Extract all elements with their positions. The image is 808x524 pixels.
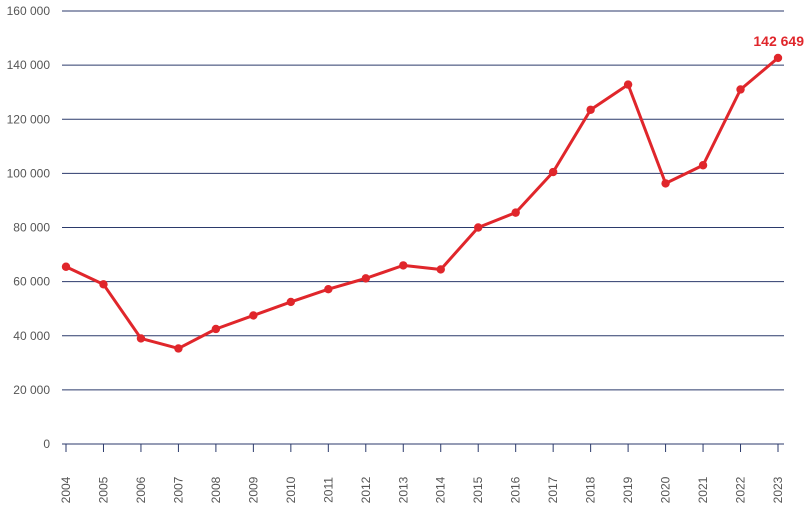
y-tick-label: 140 000 — [7, 58, 51, 72]
y-tick-label: 160 000 — [7, 4, 51, 18]
x-tick-label: 2004 — [59, 476, 73, 503]
y-tick-label: 20 000 — [13, 383, 50, 397]
y-tick-label: 40 000 — [13, 329, 50, 343]
data-point-2009 — [249, 311, 258, 320]
x-tick-label: 2016 — [509, 476, 523, 503]
x-tick-label: 2017 — [546, 476, 560, 503]
x-tick-label: 2013 — [396, 476, 410, 503]
data-point-2020 — [661, 179, 670, 188]
data-points — [61, 53, 783, 353]
data-point-2010 — [286, 297, 296, 307]
x-tick-label: 2009 — [246, 476, 260, 503]
data-point-2015 — [474, 223, 483, 232]
x-tick-label: 2008 — [209, 476, 223, 503]
y-axis-ticks: 0 20 000 40 000 60 000 80 000 100 000 120 000 1… — [7, 4, 51, 451]
y-tick-label: 120 000 — [7, 112, 51, 126]
data-point-2023 — [773, 53, 783, 63]
data-point-2019 — [623, 80, 633, 89]
x-tick-label: 2021 — [696, 476, 710, 503]
x-tick-label: 2015 — [471, 476, 485, 503]
x-tick-label: 2005 — [96, 476, 110, 503]
x-tick-label: 2022 — [734, 476, 748, 503]
series-line — [64, 56, 780, 350]
x-tick-label: 2014 — [434, 476, 448, 503]
grid-lines — [62, 10, 784, 445]
data-point-2016 — [511, 208, 520, 217]
data-point-2007 — [174, 344, 183, 353]
data-point-2022 — [736, 85, 745, 94]
data-label-2023: 142 649 — [753, 33, 804, 49]
data-point-2008 — [211, 324, 221, 334]
x-tick-label: 2007 — [171, 476, 185, 503]
x-tick-label: 2012 — [359, 476, 373, 503]
data-point-2014 — [436, 265, 445, 274]
x-axis-ticks: 2004 2005 2006 2007 2008 2009 2010 2011 2012 2013… — [59, 444, 785, 503]
data-point-2012 — [361, 274, 370, 283]
y-tick-label: 100 000 — [7, 166, 51, 180]
y-tick-label: 0 — [43, 437, 50, 451]
y-tick-label: 80 000 — [13, 221, 50, 235]
x-tick-label: 2011 — [321, 477, 335, 503]
data-point-2013 — [399, 261, 408, 270]
data-point-2021 — [698, 161, 708, 170]
data-point-2005 — [99, 280, 108, 289]
x-tick-label: 2018 — [584, 476, 598, 503]
x-tick-label: 2019 — [621, 476, 635, 503]
x-tick-label: 2020 — [659, 476, 673, 503]
data-point-2017 — [548, 167, 558, 177]
data-point-2006 — [136, 334, 146, 343]
data-point-2011 — [324, 285, 333, 294]
y-tick-label: 60 000 — [13, 275, 50, 289]
x-tick-label: 2023 — [771, 476, 785, 503]
x-tick-label: 2006 — [134, 476, 148, 503]
data-point-2018 — [586, 105, 595, 114]
data-point-2004 — [61, 262, 71, 271]
x-tick-label: 2010 — [284, 476, 298, 503]
